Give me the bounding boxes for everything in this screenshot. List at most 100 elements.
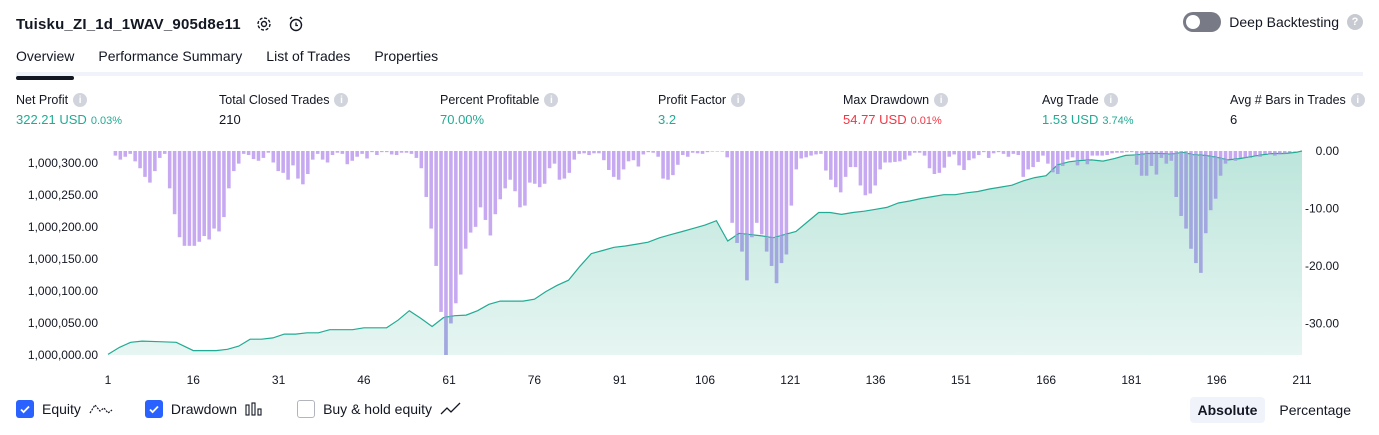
equity-drawdown-chart[interactable]: 1,000,300.00 1,000,250.00 1,000,200.00 1,00…: [0, 140, 1379, 390]
drawdown-bar-overlap: [1223, 159, 1228, 164]
drawdown-bar: [1268, 151, 1272, 155]
deep-backtesting-toggle[interactable]: [1183, 12, 1222, 32]
drawdown-bar: [1085, 151, 1090, 165]
legend-equity[interactable]: Equity: [16, 400, 113, 418]
info-icon[interactable]: i: [1103, 93, 1118, 107]
drawdown-bars-icon: [245, 402, 265, 416]
buy-hold-checkbox[interactable]: [297, 400, 316, 418]
drawdown-bar: [814, 151, 818, 155]
drawdown-bar: [1253, 151, 1257, 157]
metric-value: 3.2: [658, 112, 677, 127]
x-axis-tick: 211: [1292, 373, 1311, 387]
drawdown-bar: [375, 151, 379, 156]
drawdown-bar: [562, 151, 567, 179]
equity-checkbox[interactable]: [16, 400, 34, 418]
scale-mode-switch: Absolute Percentage: [1189, 397, 1360, 423]
drawdown-bar: [197, 151, 202, 242]
help-icon[interactable]: ?: [1347, 14, 1363, 30]
tab-list-of-trades[interactable]: List of Trades: [266, 48, 351, 64]
drawdown-bar: [656, 151, 660, 157]
drawdown-bar: [666, 151, 670, 180]
drawdown-bar: [143, 151, 147, 177]
drawdown-bar: [350, 151, 354, 161]
drawdown-bar: [1263, 151, 1267, 155]
legend-drawdown[interactable]: Drawdown: [144, 400, 265, 418]
drawdown-bar: [848, 151, 853, 168]
drawdown-bar: [286, 151, 290, 180]
drawdown-bar-overlap: [444, 317, 448, 355]
drawdown-bar: [557, 151, 562, 180]
drawdown-bar: [567, 151, 572, 173]
equity-area: [108, 151, 1302, 355]
drawdown-bar: [118, 151, 123, 160]
drawdown-bar: [182, 151, 187, 246]
drawdown-bar: [681, 151, 685, 156]
drawdown-bar: [740, 151, 744, 252]
drawdown-bar: [917, 151, 922, 153]
drawdown-bar: [1031, 151, 1035, 168]
drawdown-bar: [1233, 151, 1238, 161]
info-icon[interactable]: i: [73, 93, 88, 107]
drawdown-bar: [572, 151, 577, 160]
tab-overview[interactable]: Overview: [16, 46, 75, 80]
drawdown-bar: [335, 151, 340, 153]
metric-label: Net Profit: [16, 93, 69, 107]
drawdown-bar: [616, 151, 621, 180]
info-icon[interactable]: i: [334, 93, 349, 107]
drawdown-bar-overlap: [1258, 155, 1262, 157]
drawdown-bar: [597, 151, 601, 154]
drawdown-bar: [888, 151, 892, 163]
equity-line-icon: [89, 402, 113, 416]
metric-avg-bars-in-trades: Avg # Bars in Trades i 6: [1230, 93, 1365, 127]
drawdown-bar: [1100, 151, 1104, 156]
drawdown-bar: [927, 151, 932, 169]
info-icon[interactable]: i: [544, 93, 559, 107]
drawdown-bar: [853, 151, 858, 168]
drawdown-bar: [478, 151, 483, 208]
info-icon[interactable]: i: [1350, 93, 1365, 107]
drawdown-bar: [1046, 151, 1050, 164]
drawdown-bar: [202, 151, 206, 237]
drawdown-bar: [552, 151, 557, 164]
drawdown-bar: [296, 151, 300, 179]
gear-icon[interactable]: [255, 15, 273, 33]
drawdown-bar: [370, 151, 374, 153]
info-icon[interactable]: i: [934, 93, 949, 107]
drawdown-bar: [838, 151, 843, 193]
drawdown-bar: [957, 151, 961, 166]
drawdown-bar: [577, 151, 581, 154]
drawdown-bar: [429, 151, 433, 229]
percentage-button[interactable]: Percentage: [1279, 402, 1351, 418]
drawdown-checkbox[interactable]: [144, 400, 163, 418]
drawdown-bar: [276, 151, 280, 172]
add-alert-clock-icon[interactable]: [287, 15, 305, 33]
drawdown-bar: [809, 151, 813, 156]
right-axis: 0.00 -10.00 -20.00 -30.00: [1305, 144, 1339, 330]
drawdown-bar: [705, 151, 710, 153]
drawdown-bar: [508, 151, 512, 180]
drawdown-bar: [493, 151, 498, 215]
tab-performance-summary[interactable]: Performance Summary: [98, 48, 243, 64]
drawdown-bar: [582, 151, 586, 154]
left-axis-tick: 1,000,150.00: [28, 252, 98, 266]
left-axis-tick: 1,000,250.00: [28, 188, 98, 202]
deep-backtesting-control: Deep Backtesting ?: [1183, 12, 1363, 32]
absolute-button[interactable]: Absolute: [1189, 397, 1266, 423]
drawdown-bar: [246, 151, 251, 156]
legend-label: Buy & hold equity: [323, 401, 433, 417]
drawdown-bar: [769, 151, 774, 266]
drawdown-bar-overlap: [750, 234, 754, 238]
drawdown-bar: [153, 151, 157, 172]
drawdown-bar-overlap: [1169, 154, 1174, 161]
drawdown-bar: [661, 151, 665, 179]
drawdown-bar: [1021, 151, 1026, 177]
drawdown-bar: [409, 151, 414, 154]
info-icon[interactable]: i: [731, 93, 746, 107]
legend-buy-hold[interactable]: Buy & hold equity: [297, 400, 464, 418]
drawdown-bar: [715, 151, 720, 152]
drawdown-bar: [459, 151, 463, 275]
drawdown-bar: [912, 151, 917, 153]
x-axis-tick: 106: [695, 373, 715, 387]
tab-properties[interactable]: Properties: [374, 48, 439, 64]
metric-total-closed-trades: Total Closed Trades i 210: [219, 93, 349, 127]
